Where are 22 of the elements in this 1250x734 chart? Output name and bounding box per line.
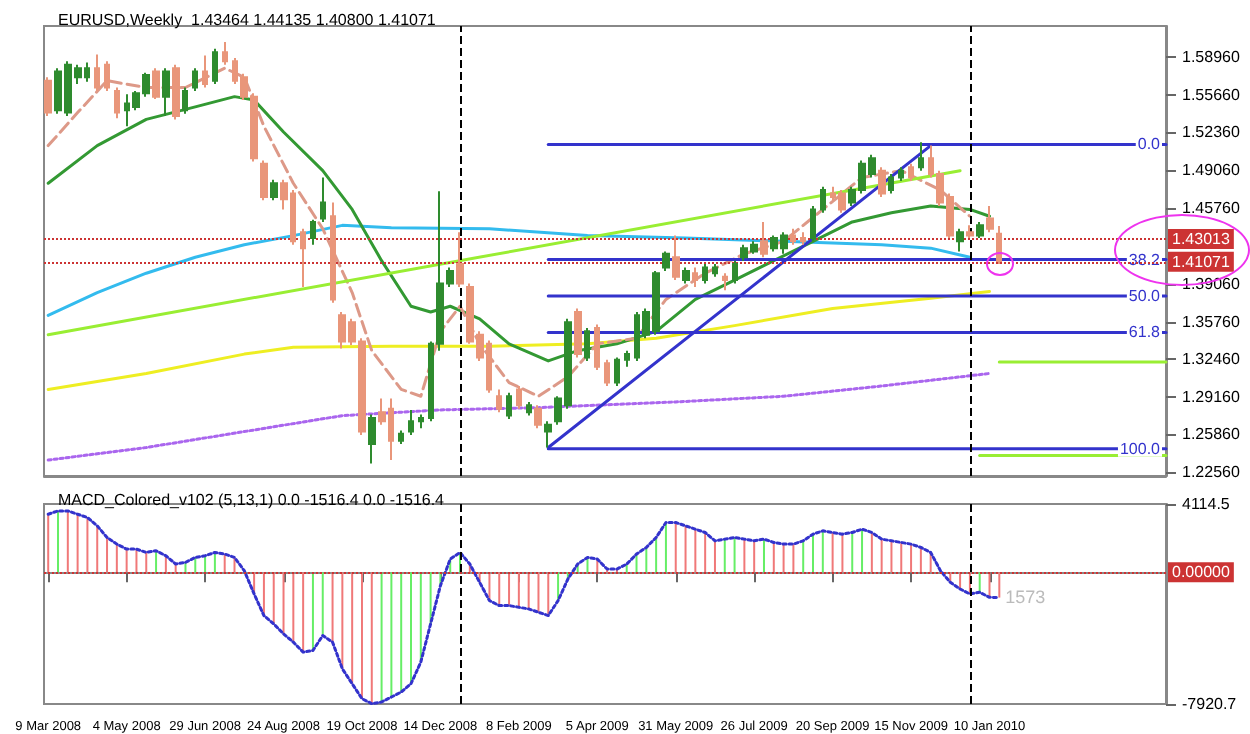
chart-title: EURUSD,Weekly 1.43464 1.44135 1.40800 1.41071	[58, 11, 437, 29]
series-label: 50.0	[1128, 287, 1162, 305]
y-tick-label: 4114.5	[1182, 495, 1231, 513]
y-tick-label: 1.32460	[1182, 350, 1241, 369]
y-tick-label: -7920.7	[1182, 695, 1238, 713]
ref-line-label: 0.00000	[1172, 563, 1231, 582]
chart-title: MACD_Colored_v102 (5,13,1) 0.0 -1516.4 0.0 -1516.4	[58, 491, 446, 509]
y-tick-label: 1.45760	[1182, 198, 1241, 217]
series-label: 0.0	[1137, 135, 1162, 154]
y-tick-label: 1.52360	[1182, 123, 1241, 142]
annotation: 1573	[1005, 586, 1046, 607]
y-tick-label: 1.49060	[1182, 161, 1241, 179]
series-label: 100.0	[1119, 439, 1162, 458]
ref-line-label: 1.41071	[1172, 252, 1231, 271]
y-tick-label: 1.58960	[1182, 48, 1241, 67]
y-tick-label: 1.22560	[1182, 462, 1241, 481]
y-tick-label: 1.29160	[1182, 387, 1241, 406]
y-tick-label: 1.55660	[1182, 85, 1241, 104]
y-tick-label: 1.35760	[1182, 312, 1241, 331]
y-tick-label: 1.25860	[1182, 425, 1241, 444]
series-label: 61.8	[1128, 323, 1162, 342]
ref-line-label: 1.43013	[1172, 230, 1231, 249]
